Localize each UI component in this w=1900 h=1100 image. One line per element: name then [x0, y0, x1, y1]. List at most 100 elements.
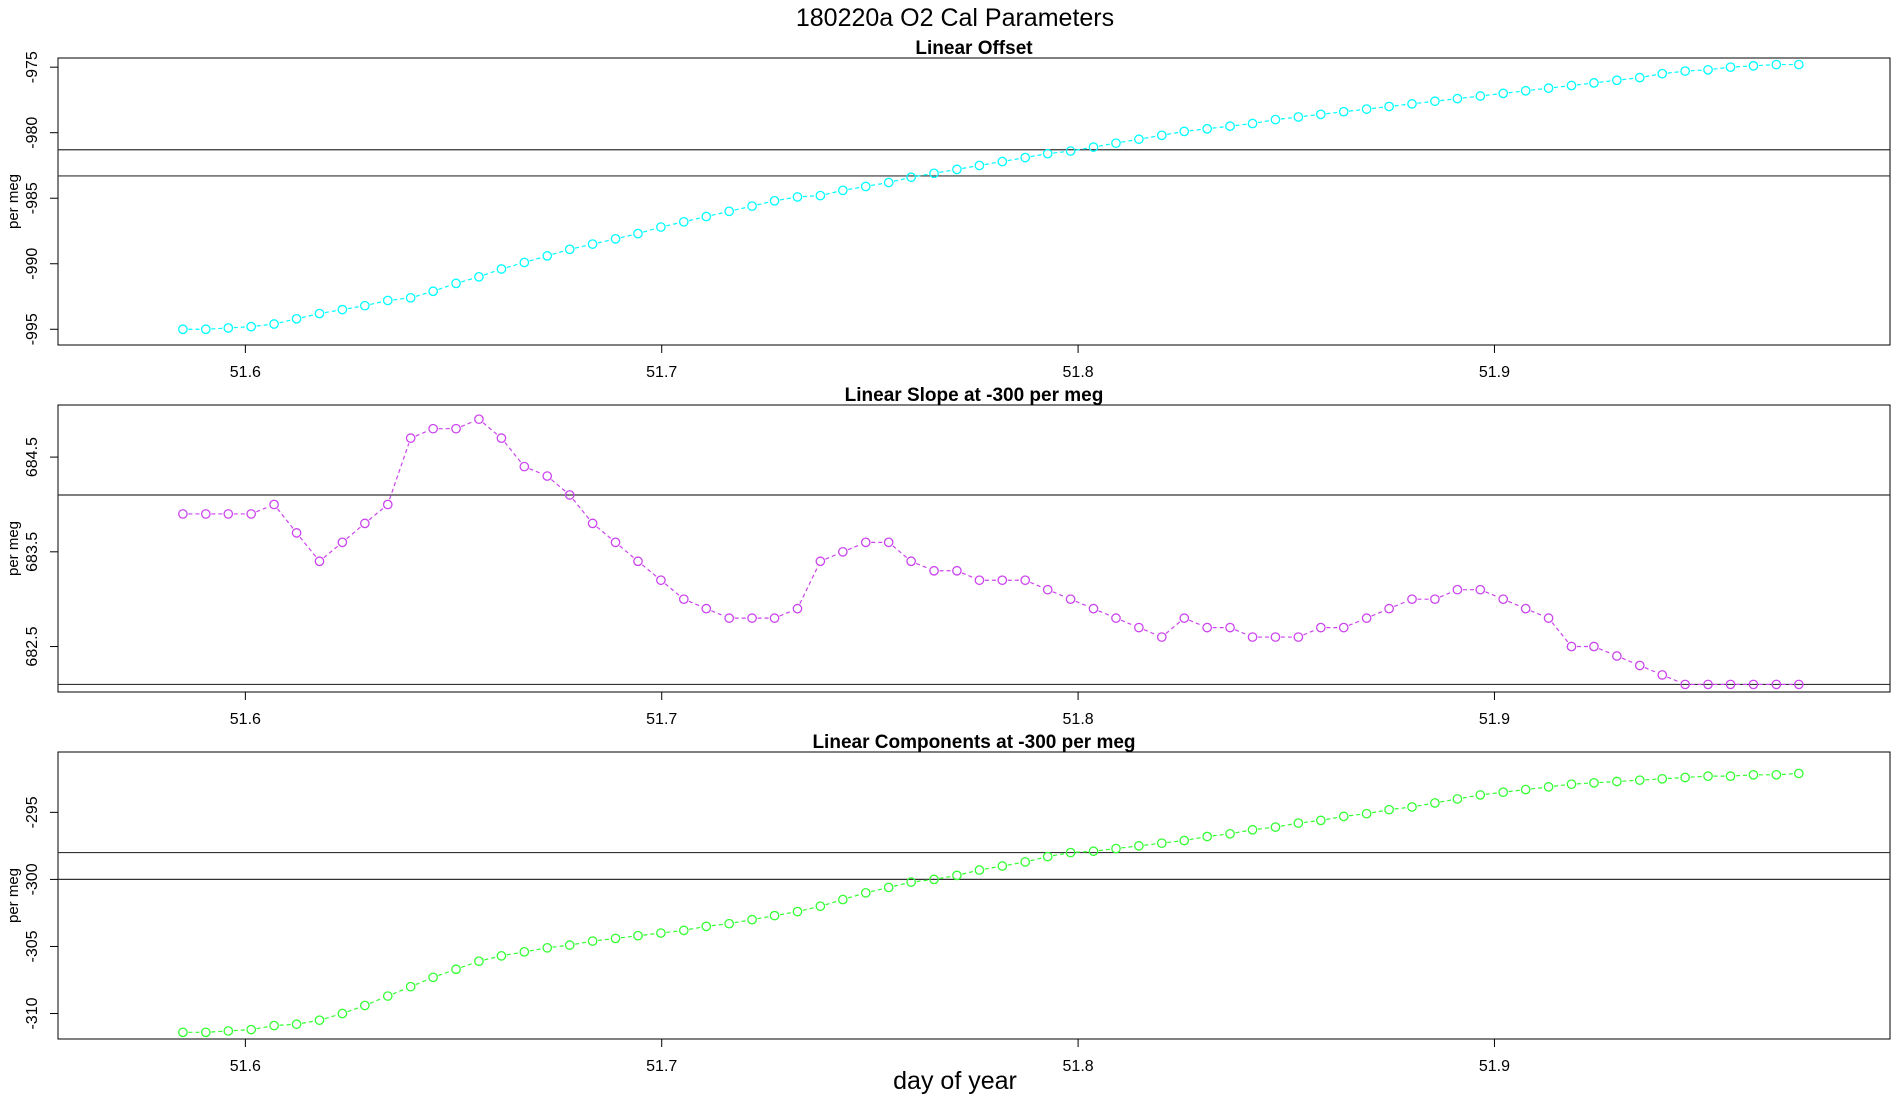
data-point: [610, 933, 621, 944]
series-segment: [1280, 823, 1294, 827]
data-point: [1111, 613, 1121, 623]
series-segment: [1075, 600, 1089, 608]
data-point: [1134, 841, 1144, 851]
series-segment: [666, 222, 679, 227]
data-point: [314, 1015, 325, 1026]
data-point: [291, 1019, 302, 1030]
data-point: [724, 918, 735, 929]
series-segment: [871, 182, 884, 187]
data-point: [815, 901, 826, 912]
data-point: [997, 575, 1008, 586]
panel-title: Linear Slope at -300 per meg: [845, 385, 1104, 406]
y-axis-label: per meg: [5, 521, 22, 576]
series-segment: [666, 930, 679, 934]
data-point: [929, 874, 939, 885]
series-segment: [734, 206, 747, 211]
series-segment: [299, 536, 317, 558]
data-point: [587, 239, 598, 249]
panel-3: Linear Components at -300 per meg 51.6 51.…: [5, 732, 1891, 1075]
data-point: [929, 565, 939, 576]
x-tick-label: 51.6: [230, 1058, 261, 1075]
y-tick-label: 683.5: [24, 532, 41, 572]
data-point: [1612, 776, 1622, 787]
data-point: [1703, 679, 1713, 690]
data-point: [883, 882, 894, 893]
data-point: [405, 433, 416, 444]
series-segment: [1553, 784, 1567, 787]
series-segment: [1167, 131, 1179, 135]
series-segment: [506, 263, 520, 269]
data-point: [1179, 835, 1190, 846]
data-point: [1065, 146, 1076, 156]
data-point: [428, 423, 438, 434]
series-segment: [734, 920, 747, 924]
series-segment: [1553, 85, 1567, 89]
series-segment: [1120, 619, 1135, 627]
series-segment: [1075, 147, 1089, 151]
series-segment: [1348, 619, 1362, 627]
data-point: [291, 313, 302, 324]
data-point: [1634, 775, 1645, 786]
data-point: [451, 964, 461, 975]
series-segment: [482, 422, 498, 436]
data-point: [1657, 68, 1668, 79]
series-segment: [1713, 67, 1726, 70]
data-point: [1725, 62, 1736, 73]
series-segment: [984, 161, 997, 166]
series-segment: [1394, 103, 1407, 107]
series-segment: [461, 277, 474, 283]
data-point: [1430, 798, 1440, 808]
data-point: [587, 518, 598, 529]
data-point: [1111, 138, 1121, 149]
series-segment: [1644, 667, 1658, 674]
series-segment: [256, 1025, 269, 1030]
y-tick-label: -975: [24, 51, 41, 83]
data-point: [1430, 96, 1440, 107]
series-segment: [1758, 64, 1771, 67]
series-segment: [598, 938, 611, 942]
data-point: [291, 528, 302, 538]
series-segment: [1098, 848, 1111, 852]
series-segment: [688, 600, 702, 608]
data-point: [678, 925, 689, 936]
data-point: [1020, 575, 1031, 586]
series-segment: [393, 297, 406, 301]
series-segment: [664, 583, 680, 597]
series-segment: [572, 498, 590, 520]
data-point: [610, 233, 621, 244]
data-point: [1065, 594, 1076, 605]
data-point: [1657, 773, 1668, 784]
series-segment: [939, 875, 952, 880]
series-segment: [1508, 600, 1521, 608]
series-segment: [641, 564, 658, 578]
y-tick-label: -300: [24, 863, 41, 895]
data-point: [1657, 670, 1668, 680]
series-segment: [711, 610, 725, 617]
x-tick-label: 51.6: [230, 364, 261, 381]
series-segment: [279, 1023, 292, 1026]
data-point: [1520, 603, 1531, 614]
data-point: [769, 613, 780, 623]
data-point: [769, 195, 780, 206]
data-point: [701, 211, 712, 222]
data-point: [792, 603, 803, 614]
series-segment: [961, 572, 975, 579]
series-segment: [415, 430, 429, 437]
series-segment: [256, 324, 269, 327]
series-segment: [1440, 799, 1453, 803]
data-point: [747, 201, 757, 211]
plot-frame: [57, 57, 1891, 346]
y-tick-label: -305: [24, 930, 41, 962]
data-point: [1361, 613, 1372, 623]
data-point: [1179, 126, 1190, 137]
data-point: [1225, 121, 1235, 131]
data-point: [1475, 584, 1486, 595]
series-segment: [552, 945, 565, 948]
series-segment: [779, 197, 793, 201]
x-axis-title: day of year: [893, 1067, 1017, 1095]
data-point: [1134, 622, 1144, 633]
plot-frame: [57, 404, 1891, 693]
series-segment: [939, 169, 952, 173]
series-segment: [779, 610, 793, 617]
